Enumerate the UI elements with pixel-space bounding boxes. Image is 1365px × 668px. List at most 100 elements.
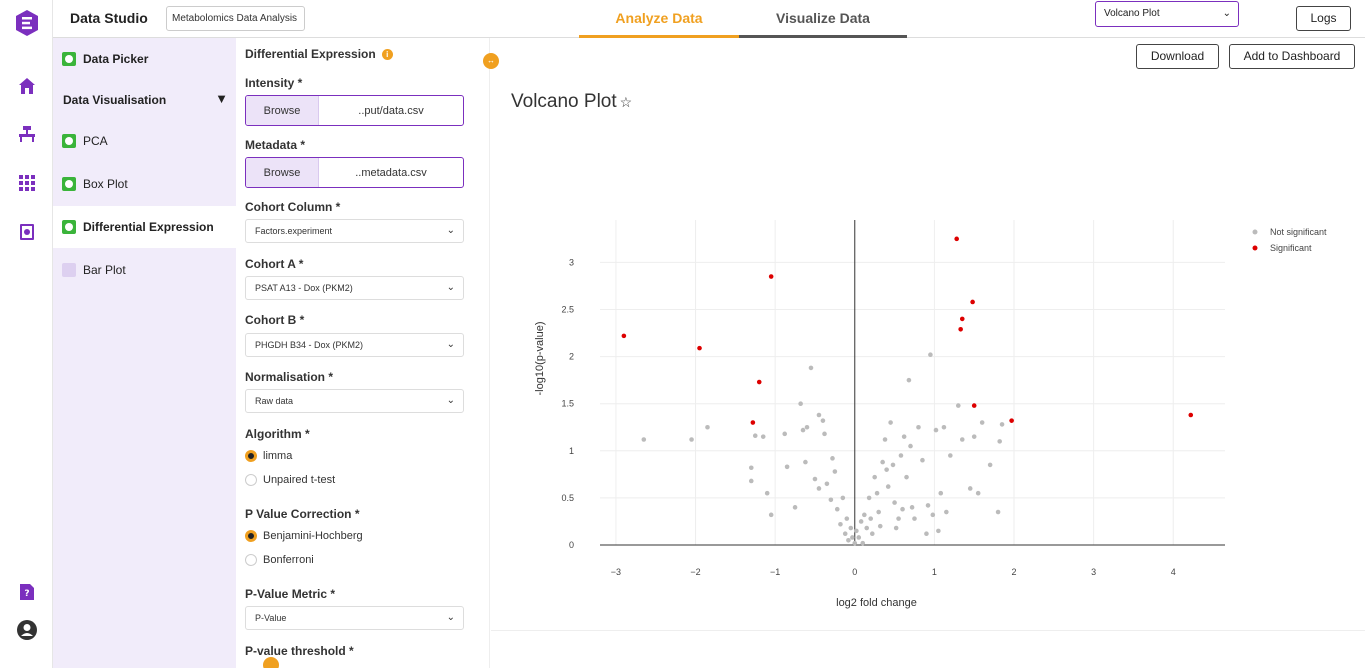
point-not-significant [912, 516, 917, 521]
nav-item-label: PCA [83, 134, 108, 148]
check-icon [62, 52, 76, 66]
point-not-significant [898, 453, 904, 458]
y-tick-label: 0 [569, 540, 574, 550]
nav-item-differential-expression[interactable]: Differential Expression [53, 206, 236, 248]
cohort-column-select[interactable]: Factors.experiment ⌄ [245, 219, 464, 243]
step-navigation: Data Picker Data Visualisation ▼ PCA Box… [53, 38, 236, 668]
tab-analyze-data[interactable]: Analyze Data [579, 0, 739, 38]
point-not-significant [822, 431, 827, 437]
nav-group-data-visualisation[interactable]: Data Visualisation ▼ [63, 91, 228, 107]
y-tick-label: 2.5 [561, 304, 574, 314]
point-not-significant [880, 459, 885, 465]
point-not-significant [901, 434, 907, 439]
section-title: Differential Expression i [245, 47, 393, 61]
nav-item-label: Box Plot [83, 177, 128, 191]
metadata-file-input[interactable]: Browse ..metadata.csv [245, 157, 464, 188]
point-not-significant [854, 528, 859, 534]
info-icon[interactable]: i [381, 49, 393, 60]
point-not-significant [820, 418, 826, 423]
point-not-significant [882, 437, 888, 442]
point-not-significant [924, 531, 929, 536]
p-threshold-slider-handle[interactable] [263, 657, 279, 668]
project-name-input[interactable]: Metabolomics Data Analysis [166, 6, 305, 31]
chevron-down-icon: ⌄ [1222, 8, 1231, 19]
point-not-significant [866, 495, 872, 501]
home-icon[interactable] [17, 76, 37, 96]
y-tick-label: 3 [569, 257, 574, 267]
point-not-significant [987, 462, 993, 468]
point-not-significant [860, 540, 866, 546]
point-significant [958, 326, 963, 332]
report-icon[interactable] [17, 222, 37, 242]
file-name: ..metadata.csv [355, 166, 427, 179]
tab-visualize-data[interactable]: Visualize Data [739, 0, 907, 38]
point-significant [970, 299, 975, 305]
point-not-significant [800, 427, 806, 433]
cohort-a-label: Cohort A * [245, 257, 304, 271]
cohort-b-select[interactable]: PHGDH B34 - Dox (PKM2) ⌄ [245, 333, 464, 357]
point-not-significant [834, 506, 840, 512]
radio-limma[interactable]: limma [245, 450, 292, 462]
p-metric-label: P-Value Metric * [245, 587, 336, 601]
plot-type-select[interactable]: Volcano Plot ⌄ [1095, 1, 1239, 27]
cohort-a-select[interactable]: PSAT A13 - Dox (PKM2) ⌄ [245, 276, 464, 300]
point-not-significant [971, 434, 977, 439]
normalisation-select[interactable]: Raw data ⌄ [245, 389, 464, 413]
parameters-form: Differential Expression i Intensity * Bro… [236, 38, 490, 668]
point-significant [756, 379, 762, 385]
x-tick-label: −3 [611, 567, 621, 577]
point-not-significant [938, 490, 944, 496]
logs-button[interactable]: Logs [1296, 6, 1351, 31]
point-not-significant [804, 424, 810, 430]
point-significant [1188, 412, 1194, 418]
radio-unpaired-t-test[interactable]: Unpaired t-test [245, 474, 335, 486]
main-plot-area: Download Add to Dashboard Volcano Plot ☆ … [491, 38, 1365, 668]
point-not-significant [760, 434, 766, 439]
point-not-significant [948, 453, 953, 458]
help-doc-icon[interactable]: ? [17, 582, 37, 602]
radio-selected-icon [245, 450, 257, 462]
check-icon [62, 220, 76, 234]
point-not-significant [959, 437, 965, 442]
point-significant [971, 403, 977, 408]
radio-bonferroni[interactable]: Bonferroni [245, 554, 314, 566]
algorithm-label: Algorithm * [245, 427, 310, 441]
x-tick-label: −1 [770, 567, 780, 577]
radio-benjamini-hochberg[interactable]: Benjamini-Hochberg [245, 530, 363, 542]
logo-icon[interactable] [16, 10, 38, 36]
point-not-significant [936, 528, 941, 534]
download-button[interactable]: Download [1136, 44, 1219, 69]
y-tick-label: 0.5 [561, 493, 574, 503]
nav-item-data-picker[interactable]: Data Picker [53, 38, 236, 80]
user-icon[interactable] [17, 620, 37, 640]
nav-item-bar-plot[interactable]: Bar Plot [53, 249, 236, 291]
point-not-significant [925, 503, 931, 508]
collapse-panel-icon[interactable]: ↔ [483, 53, 499, 69]
legend-label: Not significant [1270, 227, 1327, 237]
p-metric-select[interactable]: P-Value ⌄ [245, 606, 464, 630]
grid-icon[interactable] [17, 173, 37, 193]
browse-button[interactable]: Browse [246, 96, 319, 125]
point-not-significant [995, 509, 1001, 515]
browse-button[interactable]: Browse [246, 158, 319, 187]
file-name: ..put/data.csv [358, 104, 424, 117]
intensity-file-input[interactable]: Browse ..put/data.csv [245, 95, 464, 126]
nav-item-box-plot[interactable]: Box Plot [53, 163, 236, 205]
point-not-significant [997, 439, 1002, 444]
intensity-label: Intensity * [245, 76, 303, 90]
nav-item-pca[interactable]: PCA [53, 120, 236, 162]
point-not-significant [933, 427, 939, 433]
point-significant [768, 274, 774, 279]
point-not-significant [748, 478, 754, 484]
add-to-dashboard-button[interactable]: Add to Dashboard [1229, 44, 1355, 69]
point-not-significant [900, 506, 905, 512]
volcano-chart[interactable]: −3 −2 −1 0 1 2 3 4 0 0.5 1 1.5 2 2.5 3 log2 fold change… [491, 38, 1365, 630]
lab-bench-icon[interactable] [17, 124, 37, 144]
star-icon[interactable]: ☆ [619, 94, 633, 110]
point-not-significant [944, 509, 949, 515]
x-tick-label: 3 [1091, 567, 1096, 577]
x-tick-label: 4 [1171, 567, 1176, 577]
point-not-significant [890, 462, 896, 468]
point-not-significant [967, 486, 973, 491]
point-not-significant [852, 540, 858, 546]
